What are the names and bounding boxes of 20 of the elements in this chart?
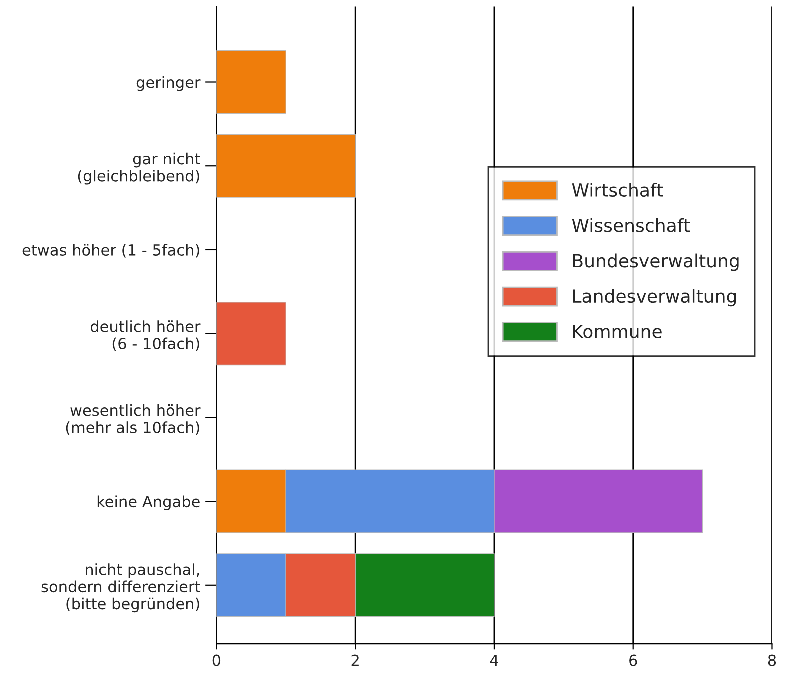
legend-label: Bundesverwaltung: [573, 254, 739, 272]
x-tick-label: 6: [630, 654, 638, 666]
y-tick-label: gar nicht (gleichbleibend): [78, 152, 200, 185]
y-tick-label: etwas höher (1 - 5fach): [22, 244, 200, 258]
y-tick-label: geringer: [136, 76, 201, 92]
x-tick-label: 4: [490, 654, 498, 666]
legend-label: Wissenschaft: [572, 218, 690, 232]
x-tick-label: 0: [212, 654, 221, 666]
y-tick-label: wesentlich höher (mehr als 10fach): [66, 404, 201, 436]
legend-label: Landesverwaltung: [573, 289, 736, 307]
y-tick-label: keine Angabe: [98, 496, 200, 511]
y-tick-label: deutlich höher (6 - 10fach): [90, 320, 201, 352]
legend-label: Kommune: [573, 325, 662, 338]
y-tick-label: nicht pauschal, sondern differenziert (bitte begründen): [42, 564, 200, 613]
bar: [216, 302, 286, 366]
x-tick-label: 2: [352, 654, 359, 666]
x-tick-label: 8: [768, 654, 776, 666]
bar: [216, 134, 356, 198]
bar: [216, 50, 286, 114]
legend-label: Wirtschaft: [572, 183, 664, 198]
